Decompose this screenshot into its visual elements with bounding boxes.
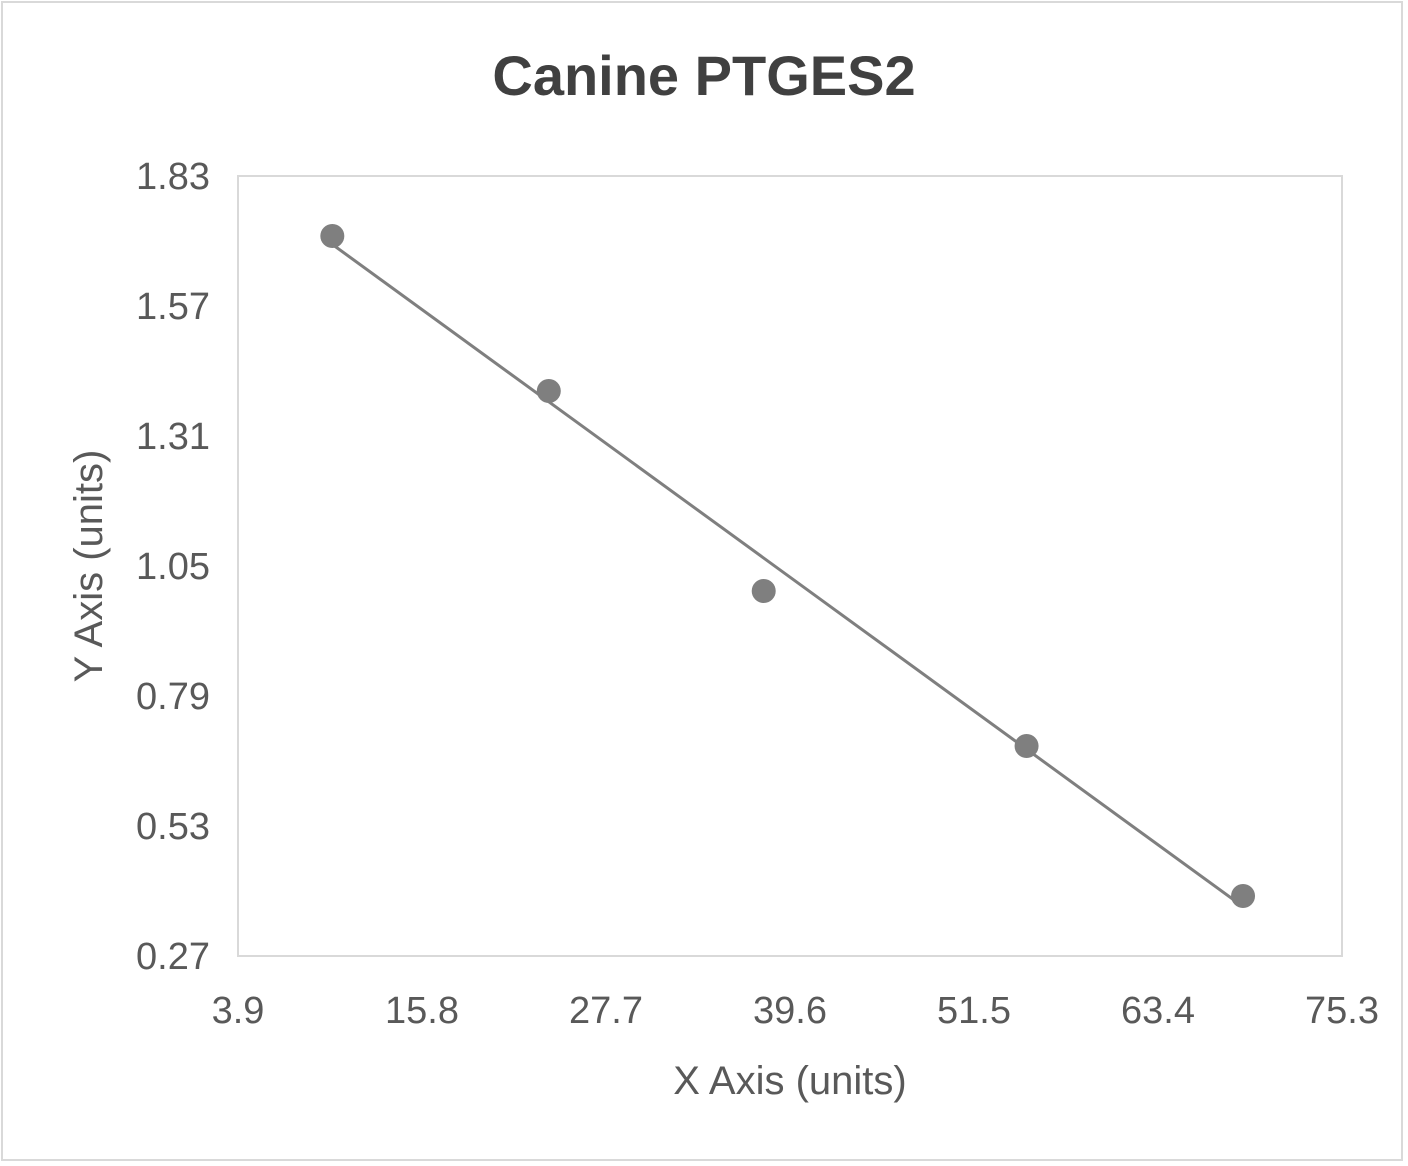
data-point — [536, 379, 561, 403]
trendline — [331, 243, 1244, 908]
x-tick-label: 27.7 — [569, 990, 643, 1032]
y-tick-label: 0.79 — [136, 676, 210, 718]
plot-area — [237, 175, 1343, 957]
data-point — [1014, 734, 1039, 758]
data-point — [320, 224, 345, 248]
x-tick-label: 75.3 — [1305, 990, 1379, 1032]
x-tick-label: 39.6 — [753, 990, 827, 1032]
data-point — [1231, 884, 1256, 908]
y-tick-label: 1.31 — [136, 416, 210, 458]
x-tick-label: 3.9 — [212, 990, 265, 1032]
chart-title: Canine PTGES2 — [492, 44, 915, 107]
y-tick-label: 1.57 — [136, 286, 210, 328]
y-tick-label: 1.83 — [136, 156, 210, 198]
y-tick-label: 0.53 — [136, 806, 210, 848]
x-axis-label: X Axis (units) — [673, 1059, 906, 1103]
y-tick-label: 1.05 — [136, 546, 210, 588]
x-tick-label: 51.5 — [937, 990, 1011, 1032]
x-tick-label: 15.8 — [385, 990, 459, 1032]
data-point — [751, 579, 776, 603]
x-tick-label: 63.4 — [1121, 990, 1195, 1032]
y-axis-label: Y Axis (units) — [67, 450, 111, 683]
y-tick-label: 0.27 — [136, 936, 210, 978]
